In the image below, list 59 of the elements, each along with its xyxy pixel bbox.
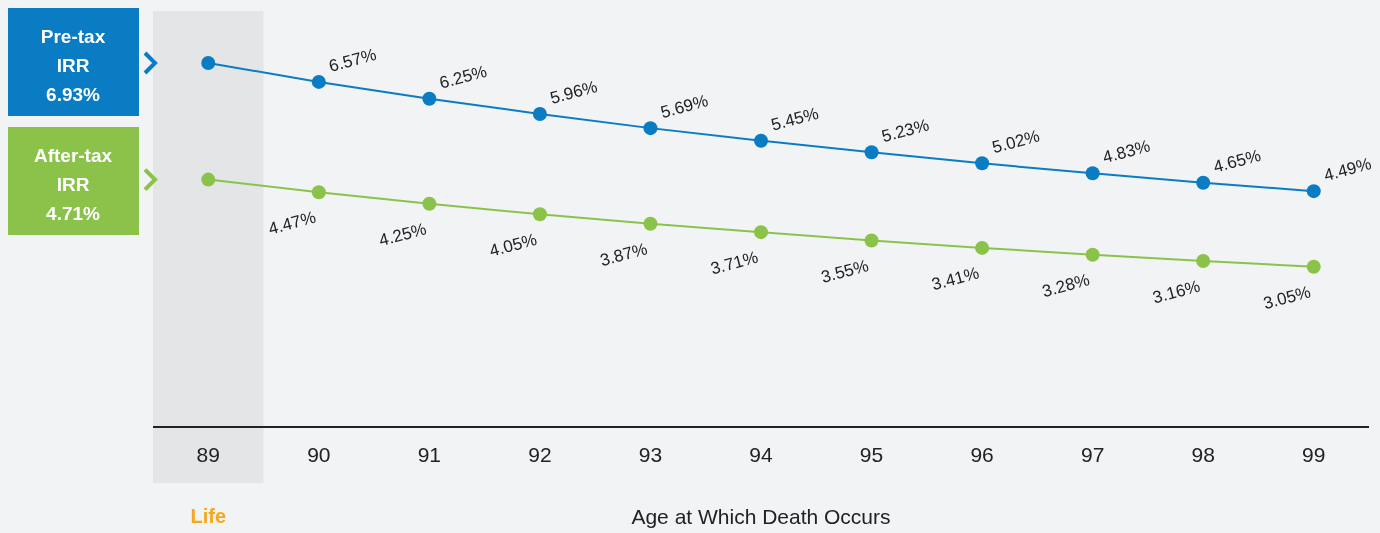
point bbox=[754, 133, 768, 148]
data-label: 5.02% bbox=[990, 126, 1042, 158]
point bbox=[1196, 175, 1211, 190]
data-label: 4.05% bbox=[487, 229, 539, 261]
x-tick-label: 96 bbox=[970, 443, 994, 466]
data-label: 3.87% bbox=[598, 239, 650, 271]
text: 4.71% bbox=[46, 203, 101, 224]
point bbox=[311, 185, 326, 200]
data-label: 3.55% bbox=[819, 256, 871, 287]
x-tick-label: 90 bbox=[307, 443, 331, 466]
x-tick-label: 92 bbox=[528, 443, 552, 466]
x-tick-label: 98 bbox=[1191, 443, 1215, 466]
point bbox=[311, 74, 326, 89]
point bbox=[532, 207, 547, 222]
data-label: 4.65% bbox=[1211, 145, 1263, 177]
data-label: 4.49% bbox=[1321, 154, 1374, 186]
data-label: 5.23% bbox=[879, 115, 932, 147]
legend-label: After-tax IRR bbox=[33, 145, 113, 195]
data-label: 6.57% bbox=[326, 44, 379, 76]
data-label: 6.25% bbox=[437, 61, 489, 93]
data-label: 5.69% bbox=[658, 91, 711, 122]
point bbox=[643, 216, 658, 231]
point bbox=[1306, 259, 1321, 274]
point bbox=[864, 145, 879, 160]
x-tick-label: 93 bbox=[638, 443, 663, 466]
point bbox=[532, 106, 547, 121]
point bbox=[422, 196, 437, 211]
legend-label: Pre-tax IRR bbox=[40, 26, 106, 76]
x-tick-label: 94 bbox=[749, 443, 773, 466]
data-label: 3.28% bbox=[1040, 270, 1092, 302]
data-label: 3.05% bbox=[1261, 282, 1313, 314]
x-tick-label: 89 bbox=[196, 443, 220, 466]
data-label: 5.45% bbox=[769, 103, 821, 135]
point bbox=[1085, 247, 1100, 262]
data-label: 3.16% bbox=[1150, 276, 1203, 308]
point bbox=[201, 172, 216, 187]
data-label: 4.25% bbox=[376, 219, 429, 251]
point bbox=[975, 240, 990, 255]
point bbox=[1196, 254, 1211, 269]
x-tick-label: 95 bbox=[859, 443, 884, 466]
point bbox=[754, 225, 768, 240]
data-label: 5.96% bbox=[548, 76, 600, 108]
point bbox=[422, 91, 437, 106]
point bbox=[1306, 184, 1321, 199]
band-label: Life bbox=[190, 505, 227, 527]
text: 6.93% bbox=[46, 84, 101, 105]
x-tick-label: 99 bbox=[1302, 443, 1326, 466]
x-tick-label: 97 bbox=[1080, 443, 1105, 466]
data-label: 4.83% bbox=[1100, 136, 1153, 168]
x-tick-label: 91 bbox=[417, 443, 442, 466]
point bbox=[864, 233, 879, 248]
x-axis-title: Age at Which Death Occurs bbox=[631, 505, 891, 528]
data-label: 3.41% bbox=[929, 263, 982, 295]
point bbox=[643, 121, 658, 136]
point bbox=[975, 156, 990, 171]
point bbox=[201, 56, 216, 70]
data-label: 3.71% bbox=[708, 247, 761, 279]
point bbox=[1085, 166, 1100, 181]
data-label: 4.47% bbox=[266, 207, 318, 239]
